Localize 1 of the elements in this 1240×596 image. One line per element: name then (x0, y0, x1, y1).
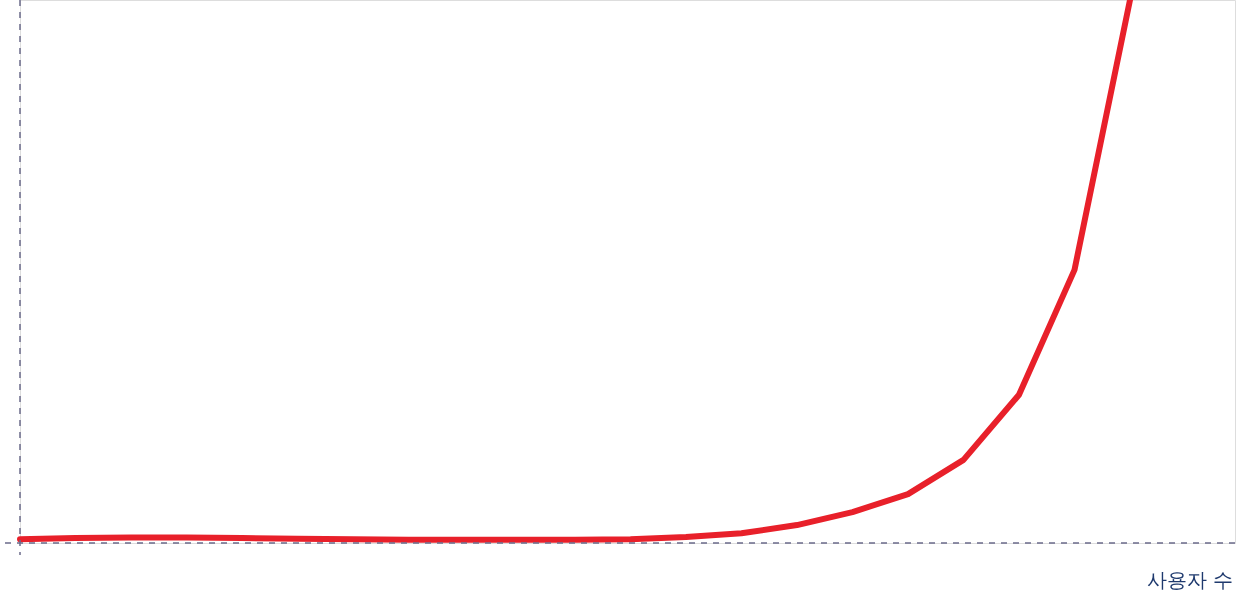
x-axis-title: 사용자 수 (1146, 568, 1233, 592)
